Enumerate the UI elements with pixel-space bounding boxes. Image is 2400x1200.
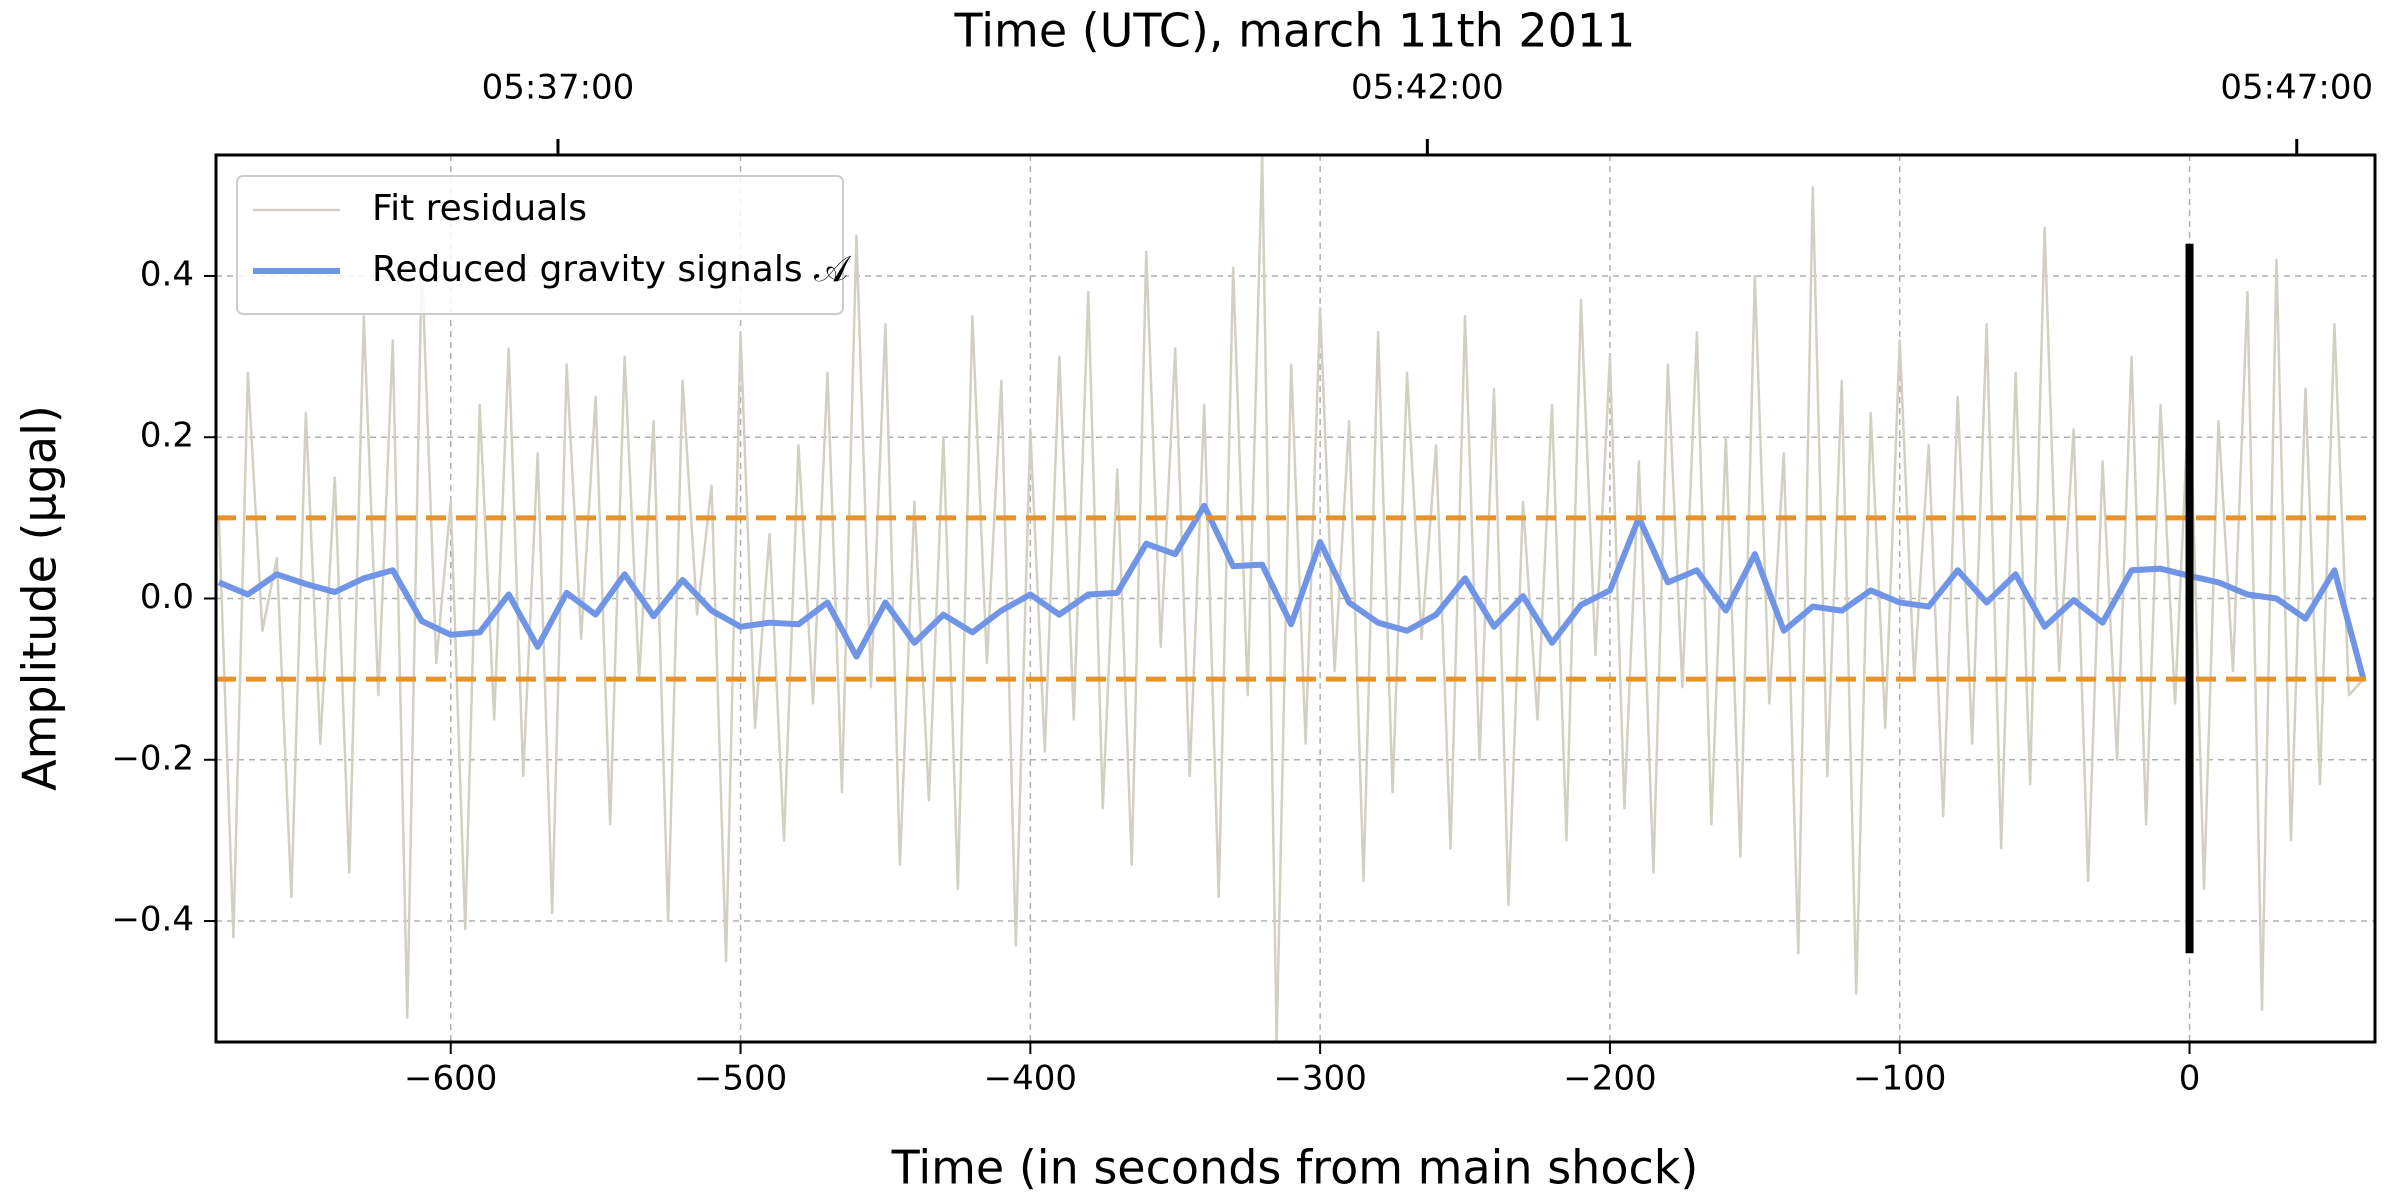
top-tick-label: 05:47:00: [2220, 68, 2373, 108]
x-tick-label: −500: [694, 1059, 787, 1099]
y-tick-label: 0.4: [140, 254, 194, 294]
x-tick-label: −400: [984, 1059, 1077, 1099]
axes: −600 −500 −400 −300 −200 −100 0 −0.4 −0.2 0.0 0.2 0…: [111, 68, 2373, 1099]
y-axis-label: Amplitude (μgal): [13, 405, 67, 791]
plot-data: [216, 155, 2375, 1042]
series-line: [217, 155, 2365, 1042]
x-axis-label: Time (in seconds from main shock): [891, 1141, 1699, 1195]
y-tick-label: 0.2: [140, 416, 194, 456]
x-tick-label: 0: [2179, 1059, 2201, 1099]
x-tick-label: −600: [404, 1059, 497, 1099]
legend-box: [236, 175, 844, 315]
x-tick-label: −300: [1273, 1059, 1366, 1099]
series-line: [217, 502, 2367, 680]
y-tick-label: −0.4: [111, 900, 194, 940]
legend-label: Reduced gravity signals 𝒜: [372, 249, 852, 290]
x-tick-label: −200: [1563, 1059, 1656, 1099]
legend-label: Fit residuals: [372, 188, 587, 229]
y-tick-label: −0.2: [111, 738, 194, 778]
chart-title: Time (UTC), march 11th 2011: [954, 4, 1636, 58]
top-tick-label: 05:42:00: [1351, 68, 1504, 108]
legend: Fit residuals Reduced gravity signals 𝒜: [236, 175, 852, 315]
y-tick-label: 0.0: [140, 577, 194, 617]
x-tick-label: −100: [1853, 1059, 1946, 1099]
top-tick-label: 05:37:00: [482, 68, 635, 108]
